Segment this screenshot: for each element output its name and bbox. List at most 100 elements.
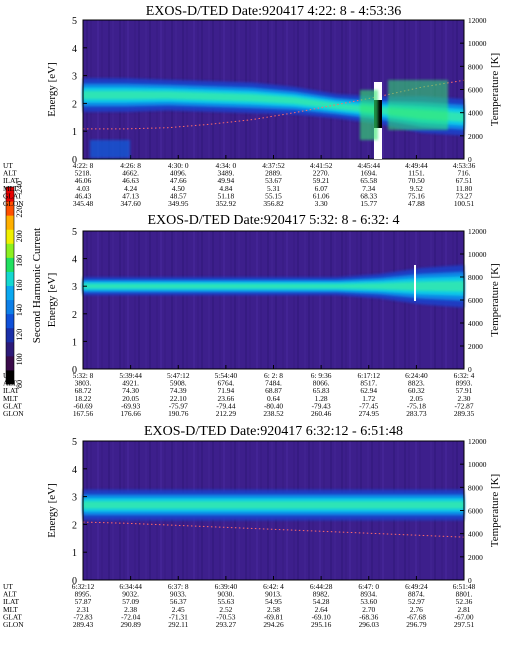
y2-tick-label: 0 <box>468 155 472 164</box>
orbit-value: 71.94 <box>218 386 235 395</box>
colorbar-segment <box>6 327 14 343</box>
y2-tick-label: 4000 <box>468 530 483 539</box>
colorbar-segment <box>6 299 14 315</box>
hot-region <box>388 80 448 130</box>
orbit-value: 52.36 <box>456 597 473 606</box>
orbit-value: 5908. <box>170 379 187 388</box>
y2-tick-label: 6000 <box>468 507 483 516</box>
orbit-row-label: MLT <box>3 605 18 614</box>
orbit-value: 4:41:52 <box>310 161 333 170</box>
y-tick-label: 3 <box>72 72 77 83</box>
orbit-row-label: GLAT <box>3 612 22 621</box>
orbit-value: 356.82 <box>263 199 284 208</box>
colorbar-tick-label: 180 <box>15 255 24 267</box>
orbit-value: 49.94 <box>218 176 235 185</box>
orbit-value: 74.30 <box>122 386 139 395</box>
colorbar-tick-label: 220 <box>15 206 24 218</box>
y-tick-label: 4 <box>72 44 77 55</box>
orbit-value: 6:42: 4 <box>263 582 284 591</box>
colorbar-tick-label: 100 <box>15 353 24 365</box>
y-tick-label: 1 <box>72 337 77 348</box>
orbit-value: 57.91 <box>456 386 473 395</box>
orbit-value: 2.38 <box>124 605 137 614</box>
orbit-value: 55.63 <box>218 597 235 606</box>
chart-title: EXOS-D/TED Date:920417 5:32: 8 - 6:32: 4 <box>148 213 400 228</box>
orbit-value: 73.27 <box>456 191 473 200</box>
orbit-value: 74.39 <box>170 386 187 395</box>
orbit-value: 5218. <box>75 169 92 178</box>
orbit-value: 9033. <box>170 590 187 599</box>
orbit-value: 1.28 <box>315 394 328 403</box>
orbit-value: 6:32:12 <box>72 582 95 591</box>
orbit-value: 1151. <box>408 169 425 178</box>
orbit-value: 67.51 <box>456 176 473 185</box>
orbit-table: UTALTILATMLTGLATGLON6:32:128995.57.872.3… <box>3 582 476 629</box>
colorbar-tick-label: 140 <box>15 304 24 316</box>
y2-tick-label: 8000 <box>468 273 483 282</box>
colorbar-segment <box>6 369 14 385</box>
colorbar-segment <box>6 271 14 286</box>
orbit-row-label: MLT <box>3 394 18 403</box>
orbit-value: 293.27 <box>216 620 237 629</box>
orbit-value: 6: 2: 8 <box>264 371 283 380</box>
orbit-value: 2.05 <box>410 394 423 403</box>
orbit-value: 4096. <box>170 169 187 178</box>
orbit-value: 8982. <box>313 590 330 599</box>
orbit-value: 7484. <box>265 379 282 388</box>
orbit-value: 283.73 <box>406 409 427 418</box>
orbit-value: 8934. <box>360 590 377 599</box>
orbit-value: 295.16 <box>311 620 332 629</box>
orbit-value: 4.24 <box>124 184 137 193</box>
orbit-value: 238.52 <box>263 409 284 418</box>
orbit-value: 4921. <box>122 379 139 388</box>
y2-tick-label: 12000 <box>468 437 487 446</box>
orbit-value: 190.76 <box>168 409 189 418</box>
orbit-value: 347.60 <box>120 199 141 208</box>
orbit-value: 2.70 <box>362 605 375 614</box>
orbit-value: 22.10 <box>170 394 187 403</box>
orbit-value: -69.93 <box>121 401 140 410</box>
orbit-value: 5:39:44 <box>119 371 142 380</box>
y-axis-label: Energy [eV] <box>46 273 58 327</box>
orbit-value: -67.00 <box>454 612 473 621</box>
colorbar-segment <box>6 313 14 329</box>
orbit-value: 57.09 <box>122 597 139 606</box>
orbit-value: 6:34:44 <box>119 582 142 591</box>
orbit-value: -72.04 <box>121 612 140 621</box>
orbit-value: 4.50 <box>172 184 185 193</box>
orbit-row-label: ALT <box>3 590 17 599</box>
orbit-value: 6:49:24 <box>405 582 428 591</box>
y2-tick-label: 0 <box>468 365 472 374</box>
orbit-value: -75.97 <box>169 401 188 410</box>
orbit-row-label: ILAT <box>3 597 19 606</box>
orbit-value: 296.79 <box>406 620 427 629</box>
orbit-value: 15.77 <box>360 199 377 208</box>
orbit-value: 20.05 <box>122 394 139 403</box>
orbit-value: 352.92 <box>216 199 237 208</box>
colorbar-tick-label: 200 <box>15 230 24 242</box>
orbit-value: 47.66 <box>170 176 187 185</box>
orbit-value: -68.36 <box>359 612 378 621</box>
orbit-value: -72.83 <box>73 612 92 621</box>
orbit-value: 9.52 <box>410 184 423 193</box>
orbit-value: 260.46 <box>311 409 332 418</box>
colorbar-segment <box>6 215 14 230</box>
orbit-value: 62.94 <box>360 386 377 395</box>
orbit-value: 5.31 <box>267 184 280 193</box>
colorbar-tick-label: 240 <box>15 181 24 193</box>
orbit-value: 4:26: 8 <box>120 161 141 170</box>
orbit-value: 2.45 <box>172 605 185 614</box>
orbit-value: 8995. <box>75 590 92 599</box>
y-tick-label: 4 <box>72 255 77 266</box>
orbit-row-label: GLAT <box>3 401 22 410</box>
orbit-value: 5:54:40 <box>215 371 238 380</box>
y2-tick-label: 10000 <box>468 39 487 48</box>
orbit-value: 9032. <box>122 590 139 599</box>
orbit-value: 8801. <box>456 590 473 599</box>
orbit-row-label: UT <box>3 582 13 591</box>
y2-tick-label: 4000 <box>468 319 483 328</box>
orbit-value: 2.58 <box>267 605 280 614</box>
